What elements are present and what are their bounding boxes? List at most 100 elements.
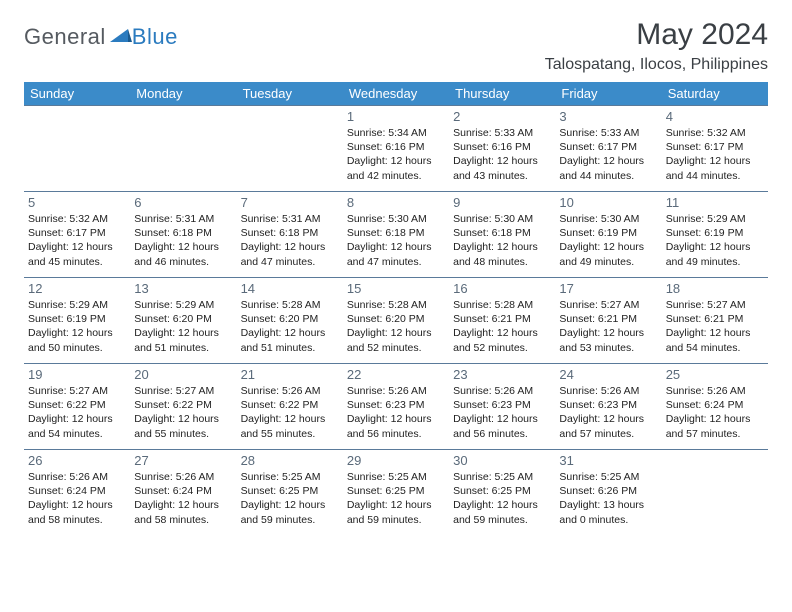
day-details: Sunrise: 5:25 AMSunset: 6:26 PMDaylight:…: [559, 470, 657, 527]
day-number: 24: [559, 367, 657, 382]
day-number: 27: [134, 453, 232, 468]
calendar-cell: 6 Sunrise: 5:31 AMSunset: 6:18 PMDaylight…: [130, 192, 236, 278]
day-details: Sunrise: 5:34 AMSunset: 6:16 PMDaylight:…: [347, 126, 445, 183]
day-number: 9: [453, 195, 551, 210]
day-details: Sunrise: 5:25 AMSunset: 6:25 PMDaylight:…: [453, 470, 551, 527]
day-number: 20: [134, 367, 232, 382]
weekday-header: Tuesday: [237, 82, 343, 106]
calendar-cell: 24Sunrise: 5:26 AMSunset: 6:23 PMDayligh…: [555, 364, 661, 450]
calendar-cell: 19Sunrise: 5:27 AMSunset: 6:22 PMDayligh…: [24, 364, 130, 450]
calendar-cell: 28 Sunrise: 5:25 AMSunset: 6:25 PMDayligh…: [237, 450, 343, 536]
calendar-cell: 13 Sunrise: 5:29 AMSunset: 6:20 PMDayligh…: [130, 278, 236, 364]
day-number: 4: [666, 109, 764, 124]
day-number: 28: [241, 453, 339, 468]
calendar-cell: 4 Sunrise: 5:32 AMSunset: 6:17 PMDaylight…: [662, 106, 768, 192]
day-number: 6: [134, 195, 232, 210]
calendar-cell: 27 Sunrise: 5:26 AMSunset: 6:24 PMDayligh…: [130, 450, 236, 536]
day-number: 5: [28, 195, 126, 210]
day-number: 3: [559, 109, 657, 124]
calendar-row: 26Sunrise: 5:26 AMSunset: 6:24 PMDayligh…: [24, 450, 768, 536]
day-number: 22: [347, 367, 445, 382]
calendar-cell: 25Sunrise: 5:26 AMSunset: 6:24 PMDayligh…: [662, 364, 768, 450]
weekday-header-row: SundayMondayTuesdayWednesdayThursdayFrid…: [24, 82, 768, 106]
day-details: Sunrise: 5:28 AMSunset: 6:20 PMDaylight:…: [347, 298, 445, 355]
calendar-cell: 22 Sunrise: 5:26 AMSunset: 6:23 PMDayligh…: [343, 364, 449, 450]
header: General Blue May 2024 Talospatang, Iloco…: [24, 18, 768, 74]
calendar-cell: 3 Sunrise: 5:33 AMSunset: 6:17 PMDaylight…: [555, 106, 661, 192]
calendar-table: SundayMondayTuesdayWednesdayThursdayFrid…: [24, 82, 768, 536]
calendar-cell: 1 Sunrise: 5:34 AMSunset: 6:16 PMDaylight…: [343, 106, 449, 192]
day-details: Sunrise: 5:33 AMSunset: 6:16 PMDaylight:…: [453, 126, 551, 183]
day-number: 7: [241, 195, 339, 210]
day-number: 10: [559, 195, 657, 210]
day-details: Sunrise: 5:33 AMSunset: 6:17 PMDaylight:…: [559, 126, 657, 183]
day-number: 1: [347, 109, 445, 124]
day-number: 2: [453, 109, 551, 124]
weekday-header: Saturday: [662, 82, 768, 106]
day-number: 16: [453, 281, 551, 296]
day-details: Sunrise: 5:29 AMSunset: 6:20 PMDaylight:…: [134, 298, 232, 355]
weekday-header: Wednesday: [343, 82, 449, 106]
calendar-cell: 5Sunrise: 5:32 AMSunset: 6:17 PMDaylight…: [24, 192, 130, 278]
title-block: May 2024 Talospatang, Ilocos, Philippine…: [545, 18, 768, 74]
day-details: Sunrise: 5:27 AMSunset: 6:22 PMDaylight:…: [28, 384, 126, 441]
day-details: Sunrise: 5:27 AMSunset: 6:21 PMDaylight:…: [666, 298, 764, 355]
calendar-cell: 29Sunrise: 5:25 AMSunset: 6:25 PMDayligh…: [343, 450, 449, 536]
calendar-cell: [130, 106, 236, 192]
calendar-cell: 31 Sunrise: 5:25 AMSunset: 6:26 PMDayligh…: [555, 450, 661, 536]
day-details: Sunrise: 5:32 AMSunset: 6:17 PMDaylight:…: [666, 126, 764, 183]
calendar-cell: 12 Sunrise: 5:29 AMSunset: 6:19 PMDayligh…: [24, 278, 130, 364]
day-number: 21: [241, 367, 339, 382]
day-number: 23: [453, 367, 551, 382]
day-details: Sunrise: 5:29 AMSunset: 6:19 PMDaylight:…: [28, 298, 126, 355]
calendar-cell: 15 Sunrise: 5:28 AMSunset: 6:20 PMDayligh…: [343, 278, 449, 364]
calendar-cell: 8Sunrise: 5:30 AMSunset: 6:18 PMDaylight…: [343, 192, 449, 278]
calendar-body: 1 Sunrise: 5:34 AMSunset: 6:16 PMDaylight…: [24, 106, 768, 536]
calendar-cell: 26Sunrise: 5:26 AMSunset: 6:24 PMDayligh…: [24, 450, 130, 536]
day-details: Sunrise: 5:30 AMSunset: 6:19 PMDaylight:…: [559, 212, 657, 269]
logo-text-general: General: [24, 24, 106, 50]
calendar-cell: 11Sunrise: 5:29 AMSunset: 6:19 PMDayligh…: [662, 192, 768, 278]
day-number: 17: [559, 281, 657, 296]
day-details: Sunrise: 5:31 AMSunset: 6:18 PMDaylight:…: [134, 212, 232, 269]
calendar-row: 19Sunrise: 5:27 AMSunset: 6:22 PMDayligh…: [24, 364, 768, 450]
day-number: 30: [453, 453, 551, 468]
calendar-cell: 17 Sunrise: 5:27 AMSunset: 6:21 PMDayligh…: [555, 278, 661, 364]
logo: General Blue: [24, 24, 178, 50]
day-details: Sunrise: 5:26 AMSunset: 6:24 PMDaylight:…: [134, 470, 232, 527]
calendar-cell: [662, 450, 768, 536]
day-number: 18: [666, 281, 764, 296]
day-details: Sunrise: 5:27 AMSunset: 6:22 PMDaylight:…: [134, 384, 232, 441]
day-details: Sunrise: 5:28 AMSunset: 6:21 PMDaylight:…: [453, 298, 551, 355]
calendar-cell: [24, 106, 130, 192]
day-number: 13: [134, 281, 232, 296]
calendar-cell: 21 Sunrise: 5:26 AMSunset: 6:22 PMDayligh…: [237, 364, 343, 450]
day-details: Sunrise: 5:27 AMSunset: 6:21 PMDaylight:…: [559, 298, 657, 355]
day-details: Sunrise: 5:29 AMSunset: 6:19 PMDaylight:…: [666, 212, 764, 269]
logo-text-blue: Blue: [132, 24, 178, 50]
calendar-row: 1 Sunrise: 5:34 AMSunset: 6:16 PMDaylight…: [24, 106, 768, 192]
day-number: 25: [666, 367, 764, 382]
logo-triangle-icon: [110, 27, 132, 48]
day-details: Sunrise: 5:26 AMSunset: 6:22 PMDaylight:…: [241, 384, 339, 441]
calendar-row: 12 Sunrise: 5:29 AMSunset: 6:19 PMDayligh…: [24, 278, 768, 364]
calendar-cell: 2 Sunrise: 5:33 AMSunset: 6:16 PMDaylight…: [449, 106, 555, 192]
calendar-cell: 10 Sunrise: 5:30 AMSunset: 6:19 PMDayligh…: [555, 192, 661, 278]
day-number: 15: [347, 281, 445, 296]
weekday-header: Monday: [130, 82, 236, 106]
day-number: 14: [241, 281, 339, 296]
calendar-row: 5Sunrise: 5:32 AMSunset: 6:17 PMDaylight…: [24, 192, 768, 278]
calendar-cell: 16 Sunrise: 5:28 AMSunset: 6:21 PMDayligh…: [449, 278, 555, 364]
day-number: 31: [559, 453, 657, 468]
weekday-header: Thursday: [449, 82, 555, 106]
calendar-cell: 9 Sunrise: 5:30 AMSunset: 6:18 PMDaylight…: [449, 192, 555, 278]
day-details: Sunrise: 5:30 AMSunset: 6:18 PMDaylight:…: [453, 212, 551, 269]
day-number: 29: [347, 453, 445, 468]
calendar-cell: 14 Sunrise: 5:28 AMSunset: 6:20 PMDayligh…: [237, 278, 343, 364]
calendar-cell: 30 Sunrise: 5:25 AMSunset: 6:25 PMDayligh…: [449, 450, 555, 536]
day-details: Sunrise: 5:28 AMSunset: 6:20 PMDaylight:…: [241, 298, 339, 355]
day-details: Sunrise: 5:26 AMSunset: 6:23 PMDaylight:…: [347, 384, 445, 441]
calendar-cell: 18 Sunrise: 5:27 AMSunset: 6:21 PMDayligh…: [662, 278, 768, 364]
day-details: Sunrise: 5:25 AMSunset: 6:25 PMDaylight:…: [241, 470, 339, 527]
day-number: 12: [28, 281, 126, 296]
